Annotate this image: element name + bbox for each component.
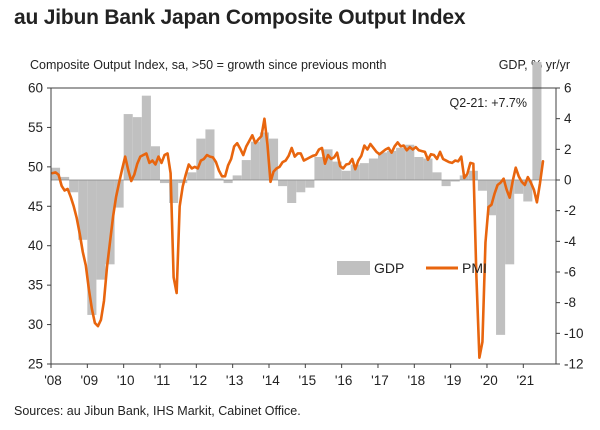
- x-axis-tick-label: '09: [81, 373, 99, 388]
- left-axis-caption: Composite Output Index, sa, >50 = growth…: [30, 58, 387, 72]
- gdp-bar-2009-Q4: [114, 180, 124, 208]
- legend-gdp-swatch: [337, 261, 370, 275]
- gdp-bar-2008-Q4: [78, 180, 88, 240]
- source-note: Sources: au Jibun Bank, IHS Markit, Cabi…: [14, 404, 301, 418]
- left-axis-tick-label: 30: [28, 317, 43, 332]
- x-axis-tick-label: '14: [262, 373, 280, 388]
- x-axis-tick-label: '13: [226, 373, 244, 388]
- gdp-bar-2018-Q1: [414, 157, 424, 180]
- gdp-bar-2017-Q1: [377, 152, 388, 180]
- gdp-bar-2018-Q3: [432, 172, 442, 180]
- x-axis-tick-label: '21: [517, 373, 535, 388]
- x-axis-tick-label: '17: [371, 373, 389, 388]
- gdp-bar-2009-Q2: [96, 180, 106, 280]
- gdp-bar-2010-Q3: [141, 95, 151, 180]
- gdp-bar-2016-Q1: [341, 170, 351, 180]
- x-axis-tick-label: '15: [299, 373, 317, 388]
- gdp-bar-2012-Q4: [223, 180, 233, 184]
- gdp-bar-2014-Q1: [268, 138, 279, 180]
- gdp-bar-2020-Q3: [505, 180, 515, 265]
- gdp-bar-2016-Q2: [350, 164, 360, 180]
- gdp-bar-2017-Q3: [396, 147, 406, 180]
- gdp-bar-2011-Q2: [169, 180, 179, 203]
- right-axis-tick-label: 2: [564, 142, 572, 157]
- x-axis-tick-label: '20: [480, 373, 498, 388]
- gdp-bar-2013-Q4: [259, 132, 269, 180]
- gdp-bar-2011-Q4: [187, 172, 197, 180]
- right-axis-tick-label: 4: [564, 111, 572, 126]
- gdp-bar-2015-Q1: [305, 180, 315, 188]
- x-axis-tick-label: '12: [190, 373, 208, 388]
- x-axis-tick-label: '19: [444, 373, 462, 388]
- left-axis-tick-label: 40: [28, 238, 43, 253]
- gdp-bar-2015-Q3: [323, 149, 333, 180]
- right-axis-tick-label: 0: [564, 173, 572, 188]
- gdp-bar-2016-Q3: [359, 163, 369, 180]
- gdp-bar-2013-Q3: [250, 141, 260, 180]
- gdp-bar-2020-Q1: [486, 180, 497, 216]
- gdp-bar-2015-Q4: [332, 161, 342, 180]
- gdp-bar-2017-Q2: [387, 150, 397, 180]
- gdp-bar-2021-Q2: [532, 61, 542, 180]
- x-axis-tick-label: '08: [44, 373, 62, 388]
- legend-pmi-label: PMI: [462, 260, 487, 276]
- left-axis-tick-label: 45: [28, 199, 43, 214]
- gdp-bar-2008-Q3: [69, 180, 79, 193]
- gdp-bar-2018-Q4: [441, 180, 451, 187]
- gdp-bar-2008-Q2: [60, 176, 70, 180]
- gdp-bar-2009-Q1: [87, 180, 97, 315]
- gdp-bar-2016-Q4: [368, 158, 378, 180]
- pmi-line: [51, 117, 545, 359]
- right-axis-tick-label: -6: [564, 265, 576, 280]
- legend-gdp-label: GDP: [374, 260, 404, 276]
- x-axis-tick-label: '10: [117, 373, 135, 388]
- gdp-bar-2014-Q2: [278, 180, 288, 187]
- left-axis-tick-label: 35: [28, 278, 43, 293]
- right-axis-tick-label: -2: [564, 203, 576, 218]
- gdp-bar-2013-Q2: [241, 160, 251, 180]
- gdp-bar-2019-Q1: [450, 180, 460, 182]
- right-axis-tick-label: -10: [564, 326, 584, 341]
- left-axis-tick-label: 25: [28, 357, 43, 372]
- gdp-bar-2020-Q2: [496, 180, 506, 335]
- gdp-annotation: Q2-21: +7.7%: [450, 96, 527, 110]
- x-axis-tick-label: '18: [408, 373, 426, 388]
- x-axis-tick-label: '16: [335, 373, 353, 388]
- gdp-bar-2020-Q4: [514, 180, 524, 194]
- gdp-bar-2015-Q2: [314, 157, 324, 180]
- gdp-bar-2013-Q1: [232, 175, 242, 180]
- left-axis-tick-label: 60: [28, 81, 43, 96]
- gdp-bar-2012-Q3: [214, 178, 224, 180]
- x-axis-tick-label: '11: [154, 373, 171, 388]
- right-axis-tick-label: -4: [564, 234, 576, 249]
- chart-title: au Jibun Bank Japan Composite Output Ind…: [14, 6, 466, 29]
- gdp-bar-2021-Q1: [523, 180, 533, 202]
- gdp-bar-2014-Q3: [287, 180, 297, 203]
- gdp-bar-2010-Q1: [123, 114, 133, 180]
- right-axis-tick-label: -8: [564, 295, 576, 310]
- gdp-bar-2017-Q4: [405, 144, 415, 180]
- plot-area-border: [50, 87, 557, 365]
- left-axis-tick-label: 50: [28, 159, 43, 174]
- left-axis-tick-label: 55: [28, 120, 43, 135]
- gdp-bar-2018-Q2: [423, 158, 433, 180]
- gdp-bar-2012-Q2: [205, 129, 215, 180]
- gdp-bar-2014-Q4: [296, 180, 306, 193]
- gdp-bar-2019-Q4: [477, 180, 487, 191]
- gdp-bar-2010-Q2: [132, 117, 142, 180]
- gdp-bar-2009-Q3: [105, 180, 115, 265]
- right-axis-tick-label: -12: [564, 357, 584, 372]
- right-axis-tick-label: 6: [564, 81, 572, 96]
- gdp-bar-2011-Q1: [159, 180, 170, 184]
